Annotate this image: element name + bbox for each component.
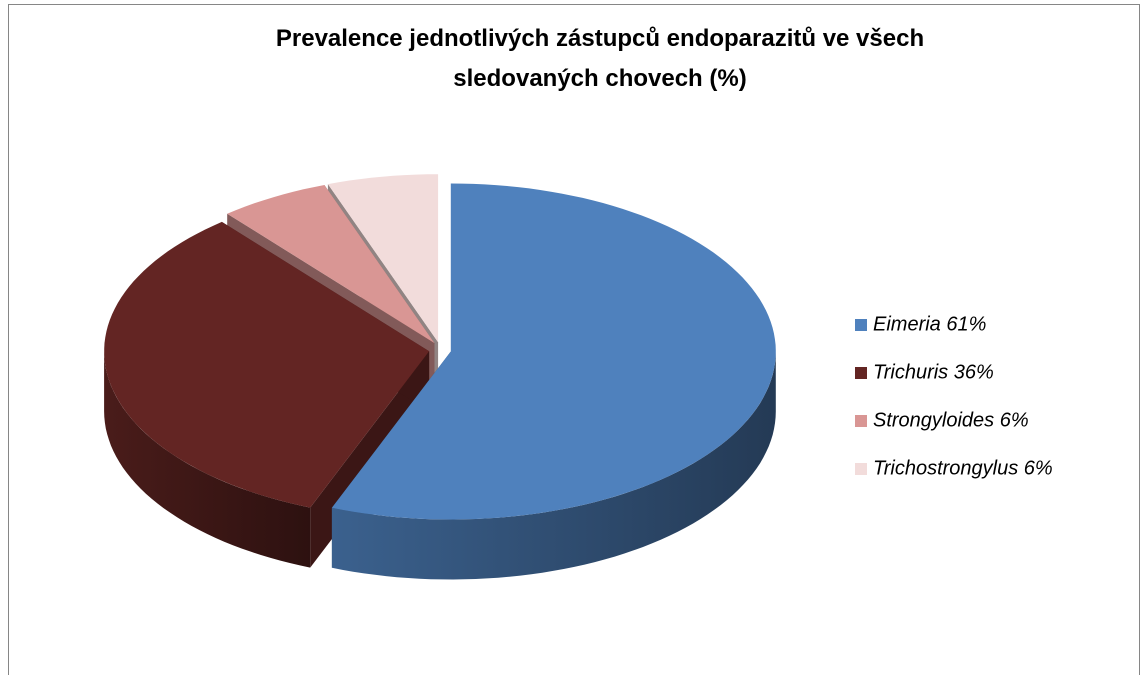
legend-swatch [855, 319, 867, 331]
legend-swatch [855, 463, 867, 475]
slice-side [331, 351, 776, 580]
chart-title: Prevalence jednotlivých zástupců endopar… [276, 25, 924, 52]
legend-swatch [855, 415, 867, 427]
pie-slice [331, 183, 776, 520]
chart-title: sledovaných chovech (%) [453, 65, 746, 92]
legend-label: Strongyloides 6% [873, 409, 1029, 431]
legend-label: Trichostrongylus 6% [873, 457, 1053, 479]
pie-slice [227, 185, 435, 344]
legend-label: Eimeria 61% [873, 313, 986, 335]
legend-label: Trichuris 36% [873, 361, 994, 383]
legend-swatch [855, 367, 867, 379]
pie-slice [327, 174, 439, 343]
pie-slice [104, 221, 430, 508]
slice-side [104, 351, 311, 568]
